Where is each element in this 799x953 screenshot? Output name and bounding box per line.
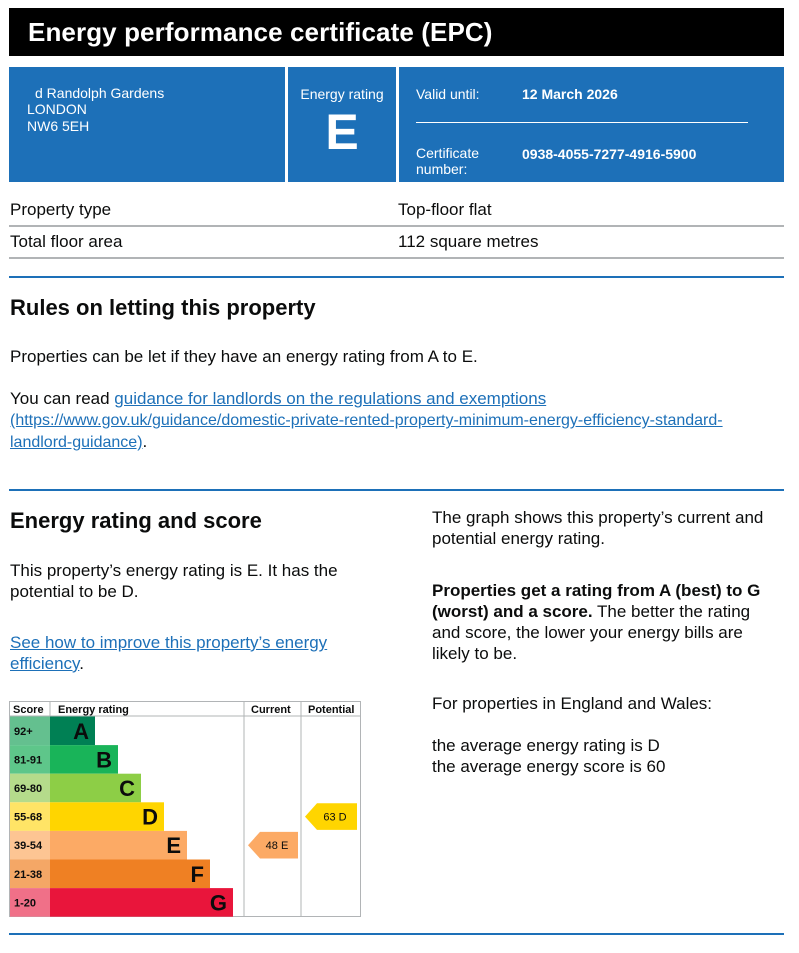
band-range-e: 39-54 <box>14 840 43 852</box>
current-rating-arrow <box>248 831 298 859</box>
band-bar-f <box>50 859 210 889</box>
valid-until-label: Valid until: <box>416 86 480 102</box>
energy-rating-value: E <box>325 104 359 160</box>
guidance-link-text: guidance for landlords on the regulation… <box>114 389 547 408</box>
section-divider <box>9 489 784 491</box>
floor-area-row: Total floor area 112 square metres <box>9 225 784 259</box>
rating-explainer-bold-1: Properties get a rating from A (best) to… <box>432 581 761 600</box>
title-bar: Energy performance certificate (EPC) <box>9 8 784 56</box>
rating-explainer-line-3: and score, the lower your energy bills a… <box>432 623 743 642</box>
score-line-2: potential to be D. <box>10 582 139 601</box>
potential-rating-arrow <box>305 803 357 830</box>
band-letter-a: A <box>73 719 89 744</box>
averages: the average energy rating is D the avera… <box>432 735 665 777</box>
property-type-row: Property type Top-floor flat <box>9 193 784 227</box>
graph-explainer-line-2: potential energy rating. <box>432 529 605 548</box>
floor-area-label: Total floor area <box>10 232 123 251</box>
average-rating: the average energy rating is D <box>432 736 660 755</box>
band-letter-f: F <box>191 862 204 887</box>
certificate-label-2: number: <box>416 161 468 177</box>
band-range-g: 1-20 <box>14 897 36 909</box>
region-note: For properties in England and Wales: <box>432 694 713 713</box>
guidance-suffix: . <box>142 432 148 451</box>
guidance-link[interactable]: guidance for landlords on the regulation… <box>10 389 723 451</box>
chart-header-energy-rating: Energy rating <box>58 704 129 716</box>
band-letter-e: E <box>166 833 181 858</box>
energy-rating-box: Energy rating E <box>288 67 396 182</box>
guidance-prefix: You can read <box>10 389 115 408</box>
band-bar-b <box>50 745 118 774</box>
band-letter-d: D <box>142 805 158 830</box>
energy-rating-label: Energy rating <box>300 86 384 102</box>
current-rating-label: 48 E <box>266 840 289 852</box>
band-bar-e <box>50 830 187 860</box>
certificate-label-1: Certificate <box>416 145 480 161</box>
band-letter-b: B <box>96 747 112 772</box>
rating-explainer-line-4: likely to be. <box>432 644 518 663</box>
certificate-number: 0938-4055-7277-4916-5900 <box>522 146 697 162</box>
guidance-link-url-2: landlord-guidance) <box>10 434 143 451</box>
band-range-a: 92+ <box>14 726 33 738</box>
band-bar-a <box>50 716 95 746</box>
graph-explainer-line-1: The graph shows this property’s current … <box>432 508 764 527</box>
address-line-3: NW6 5EH <box>27 118 90 134</box>
band-score-cell-d <box>10 802 50 831</box>
improve-link[interactable]: See how to improve this property’s energ… <box>10 633 327 673</box>
property-type-label: Property type <box>10 200 112 219</box>
rating-explainer-bold-2: (worst) and a score. <box>432 602 593 621</box>
band-letter-g: G <box>210 890 227 915</box>
band-score-cell-e <box>10 830 50 860</box>
validity-box: Valid until: 12 March 2026 Certificate n… <box>399 67 784 182</box>
energy-rating-chart: Score Energy rating Current Potential 92+ A 81… <box>9 701 361 922</box>
section-divider <box>9 276 784 278</box>
guidance-paragraph: You can read guidance for landlords on t… <box>10 388 780 453</box>
score-line-1: This property’s energy rating is E. It h… <box>10 561 338 580</box>
band-letter-c: C <box>119 776 135 801</box>
potential-rating-label: 63 D <box>323 812 346 824</box>
improve-suffix: . <box>79 654 85 673</box>
floor-area-value: 112 square metres <box>398 232 539 251</box>
guidance-link-url-1: (https://www.gov.uk/guidance/domestic-pr… <box>10 412 723 429</box>
band-score-cell-c <box>10 773 50 803</box>
score-paragraph: This property’s energy rating is E. It h… <box>10 560 338 602</box>
improve-link-line-1: See how to improve this property’s energ… <box>10 633 328 652</box>
band-score-cell-g <box>10 888 50 917</box>
band-bar-d <box>50 802 164 831</box>
band-score-cell-b <box>10 745 50 774</box>
section-divider <box>9 933 784 935</box>
address-box: d Randolph Gardens LONDON NW6 5EH <box>9 67 285 182</box>
rules-paragraph: Properties can be let if they have an en… <box>10 347 478 366</box>
rating-explainer-rest: The better the rating <box>592 602 751 621</box>
chart-header-score: Score <box>13 704 44 716</box>
band-bar-g <box>50 888 233 917</box>
chart-header-potential: Potential <box>308 704 354 716</box>
graph-explainer: The graph shows this property’s current … <box>432 507 763 549</box>
page-title: Energy performance certificate (EPC) <box>28 17 493 47</box>
band-range-f: 21-38 <box>14 869 42 881</box>
band-range-d: 55-68 <box>14 812 42 824</box>
band-range-b: 81-91 <box>14 754 42 766</box>
address-line-1: d Randolph Gardens <box>35 85 165 101</box>
address-line-2: LONDON <box>27 101 87 117</box>
valid-until-value: 12 March 2026 <box>522 86 618 102</box>
rating-explainer: Properties get a rating from A (best) to… <box>432 580 760 664</box>
average-score: the average energy score is 60 <box>432 757 666 776</box>
chart-header-current: Current <box>251 704 291 716</box>
band-score-cell-f <box>10 859 50 889</box>
improve-link-line-2: efficiency <box>10 654 80 673</box>
band-range-c: 69-80 <box>14 783 42 795</box>
improve-paragraph: See how to improve this property’s energ… <box>10 632 327 674</box>
property-type-value: Top-floor flat <box>398 200 492 219</box>
energy-rating-chart-svg: Score Energy rating Current Potential 92+ A 81… <box>9 701 361 917</box>
score-heading: Energy rating and score <box>10 508 262 533</box>
rules-heading: Rules on letting this property <box>10 295 316 320</box>
band-bar-c <box>50 773 141 803</box>
band-score-cell-a <box>10 716 50 746</box>
validity-divider <box>416 122 748 123</box>
